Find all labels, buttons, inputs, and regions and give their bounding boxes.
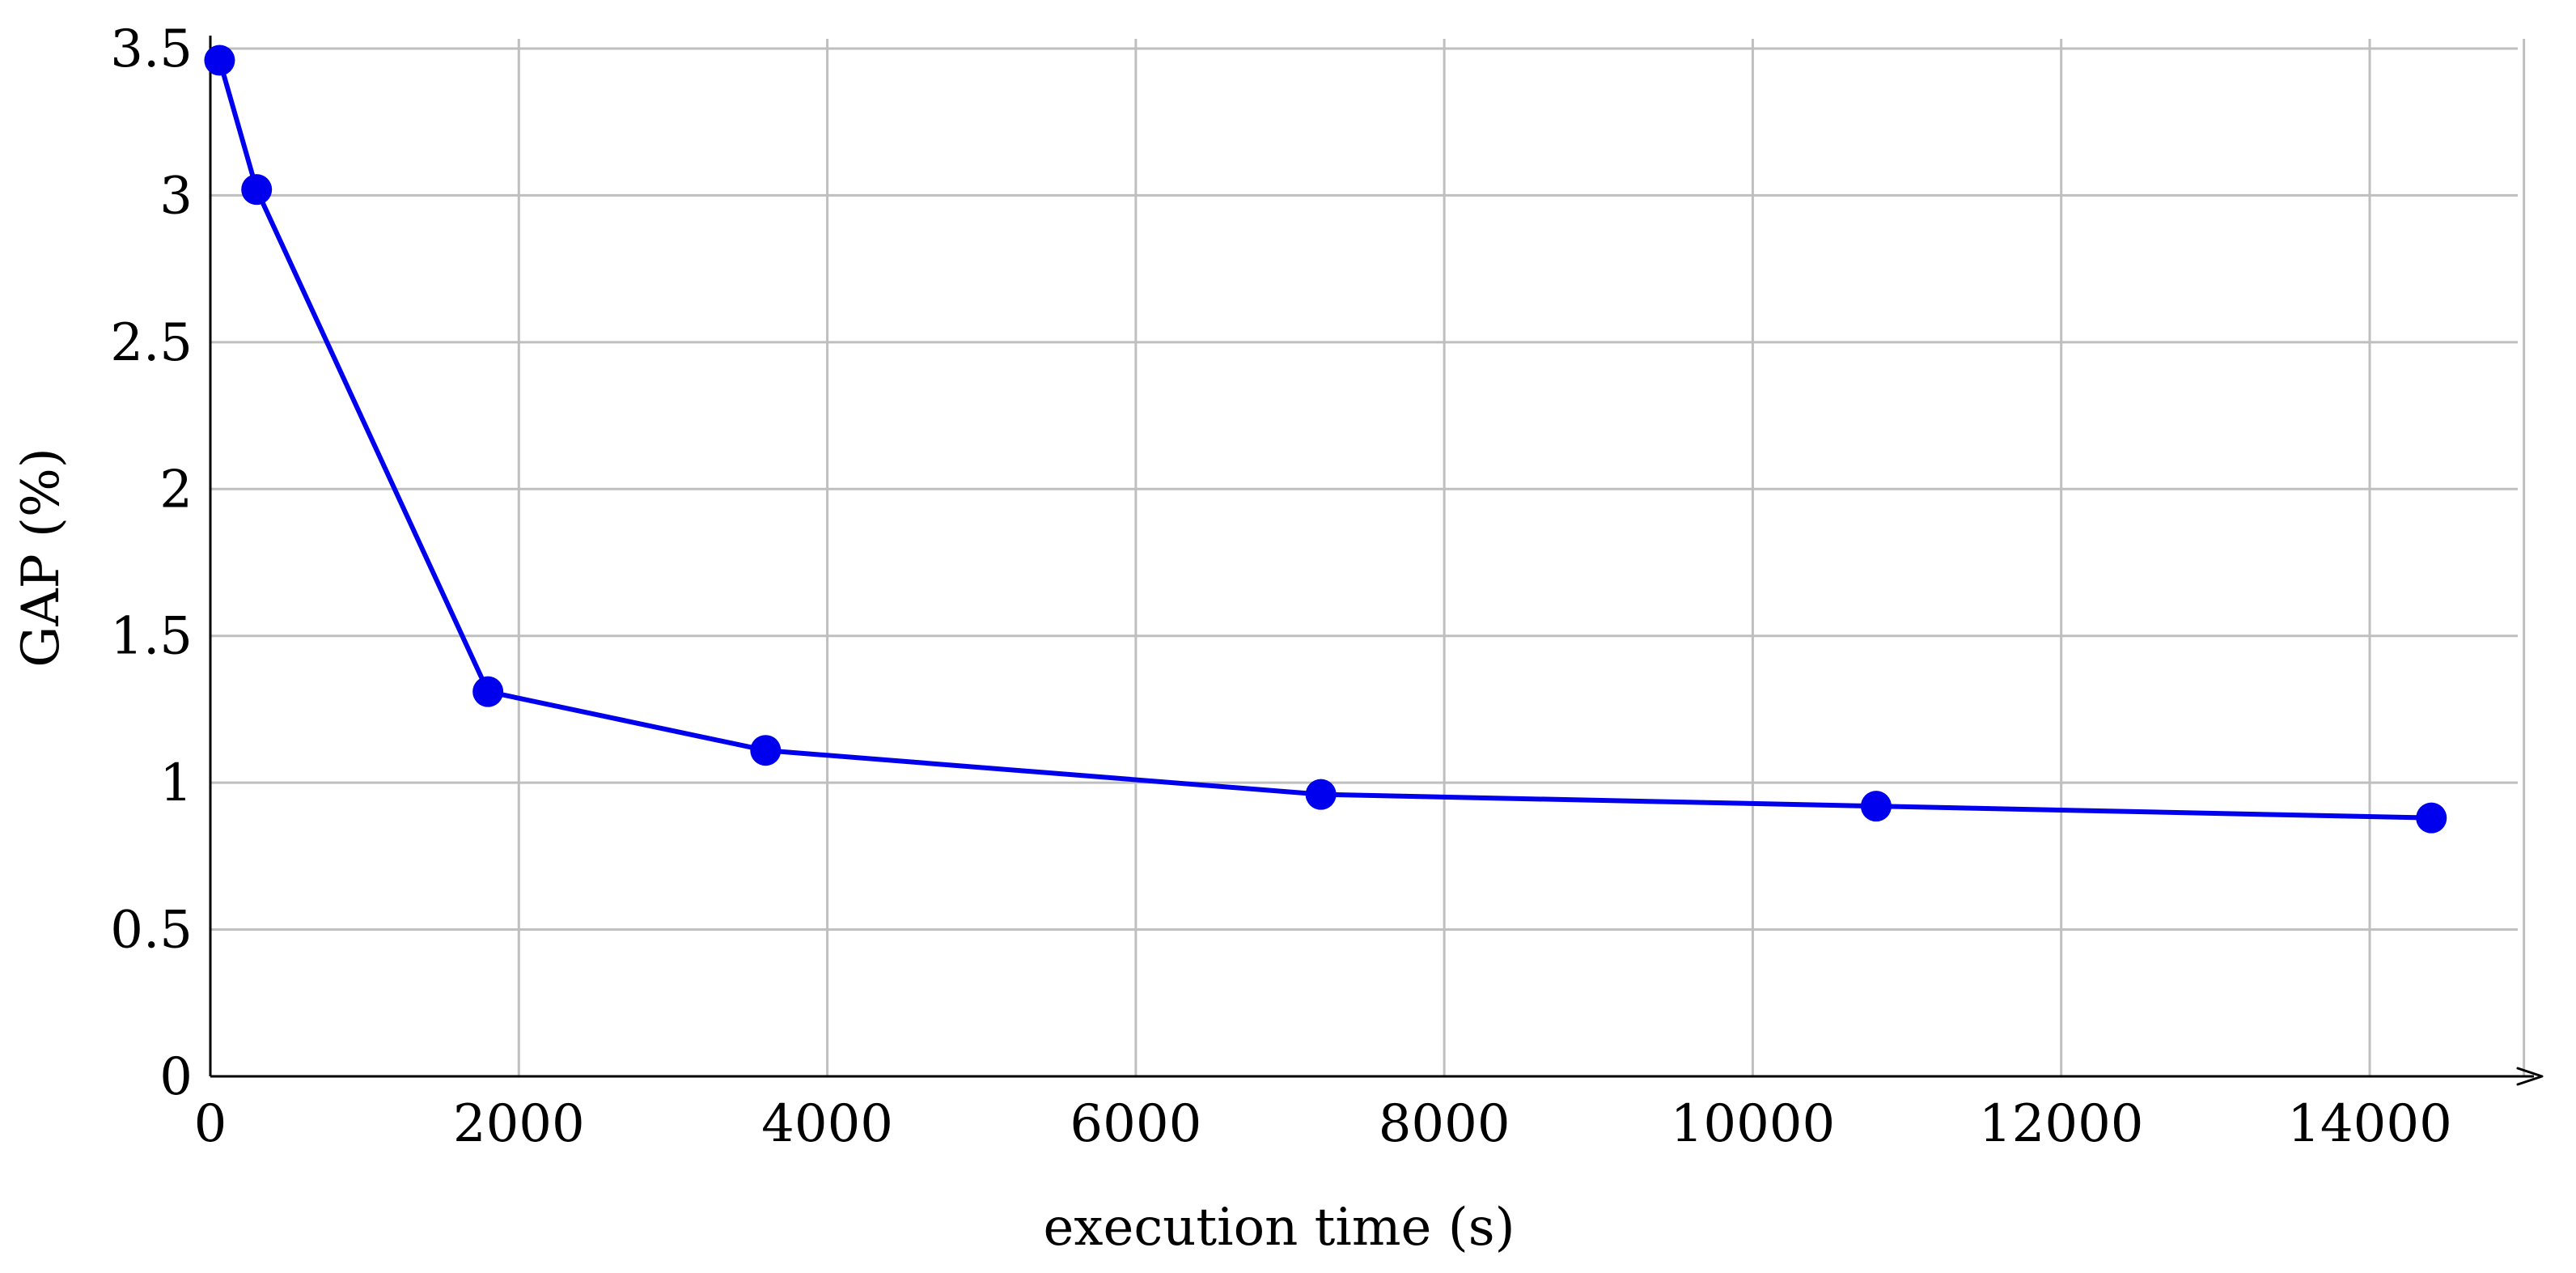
x-tick-label: 4000 — [761, 1094, 893, 1154]
tick-labels: 0 0.5 1 1.5 2 2.5 3 3.5 0 2000 4000 6000 8000 10000 12… — [110, 19, 2452, 1154]
x-tick-label: 0 — [194, 1094, 227, 1154]
y-axis-label: GAP (%) — [11, 448, 71, 668]
x-tick-label: 2000 — [453, 1094, 585, 1154]
x-tick-label: 12000 — [1979, 1094, 2144, 1154]
series-line — [217, 59, 2432, 821]
data-point — [472, 676, 504, 707]
x-tick-label: 6000 — [1070, 1094, 1201, 1154]
data-point — [204, 45, 235, 76]
x-axis-label: execution time (s) — [1043, 1198, 1515, 1258]
data-point — [241, 174, 273, 206]
y-tick-label: 1 — [159, 753, 193, 813]
y-tick-label: 1.5 — [110, 607, 193, 667]
series — [204, 45, 2447, 834]
data-point — [1860, 791, 1892, 822]
y-tick-label: 3.5 — [110, 19, 193, 79]
data-point — [2416, 802, 2447, 834]
x-tick-label: 8000 — [1379, 1094, 1510, 1154]
y-tick-label: 3 — [159, 166, 193, 226]
axes — [209, 36, 2544, 1086]
y-tick-label: 0 — [159, 1047, 193, 1107]
y-tick-label: 2 — [159, 460, 193, 520]
data-point — [1305, 779, 1337, 810]
y-tick-label: 0.5 — [110, 901, 193, 961]
data-point — [750, 735, 782, 766]
y-tick-label: 2.5 — [110, 313, 193, 373]
x-tick-label: 10000 — [1671, 1094, 1836, 1154]
x-axis-arrow — [2516, 1067, 2544, 1086]
grid — [210, 39, 2526, 1076]
x-tick-label: 14000 — [2287, 1094, 2452, 1154]
